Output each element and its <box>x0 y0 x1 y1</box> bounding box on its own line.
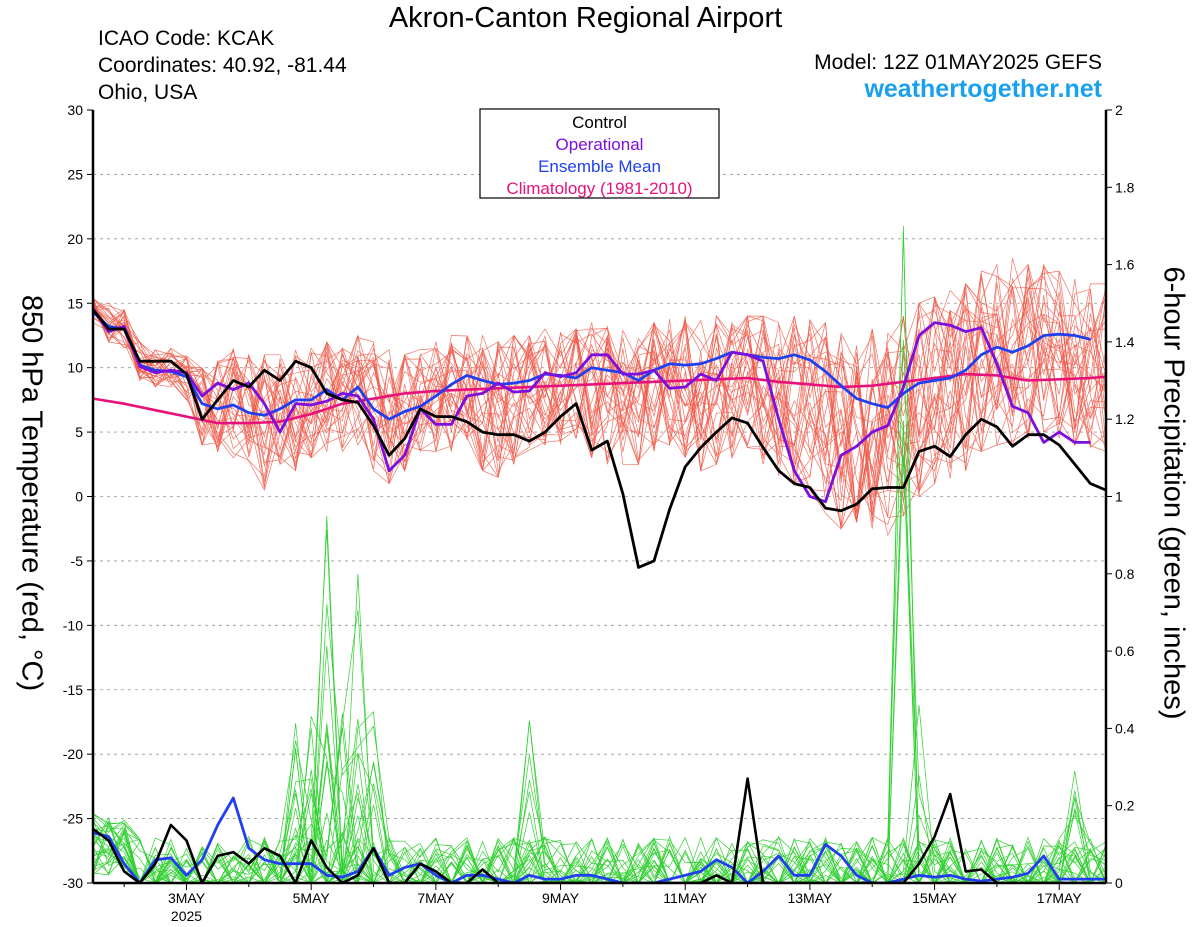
main-series <box>93 307 1106 883</box>
chart-title: Akron-Canton Regional Airport <box>388 2 783 34</box>
temp-member-line <box>93 304 1106 484</box>
precip-member-peak <box>93 705 1106 883</box>
left-tick-label: 30 <box>67 102 83 118</box>
right-tick-label: 0 <box>1115 875 1123 891</box>
coordinates: Coordinates: 40.92, -81.44 <box>98 54 347 77</box>
control-precipitation-line <box>93 777 1091 883</box>
x-tick-label: 5MAY <box>293 890 331 906</box>
precip-member-peak <box>93 770 1106 883</box>
right-tick-label: 1.6 <box>1115 257 1135 273</box>
precip-member-line <box>93 713 1106 883</box>
left-tick-label: -15 <box>63 682 83 698</box>
x-tick-label: 13MAY <box>787 890 833 906</box>
left-tick-label: 25 <box>67 166 83 182</box>
left-tick-label: -25 <box>63 811 83 827</box>
right-tick-label: 1.4 <box>1115 334 1135 350</box>
left-tick-label: -10 <box>63 617 83 633</box>
temp-member-line <box>93 298 1106 515</box>
x-tick-label: 3MAY <box>168 890 206 906</box>
temp-member-line <box>93 276 1106 525</box>
temp-member-line <box>93 289 1106 521</box>
temp-members <box>93 258 1106 537</box>
operational-line <box>93 307 1091 504</box>
left-tick-label: -5 <box>71 553 84 569</box>
legend-box <box>479 108 720 199</box>
x-tick-label: 9MAY <box>542 890 580 906</box>
temp-member-line <box>93 291 1106 523</box>
legend-entry: Ensemble Mean <box>538 157 661 176</box>
right-tick-label: 1.8 <box>1115 179 1135 195</box>
left-tick-label: 5 <box>75 424 83 440</box>
left-tick-label: 20 <box>67 231 83 247</box>
temp-member-line <box>93 258 1106 523</box>
left-tick-label: 10 <box>67 360 83 376</box>
right-tick-label: 0.6 <box>1115 643 1135 659</box>
left-tick-label: 15 <box>67 295 83 311</box>
left-tick-label: 0 <box>75 489 83 505</box>
right-tick-label: 0.8 <box>1115 566 1135 582</box>
ensemble-mean-line <box>93 311 1091 421</box>
model-run: Model: 12Z 01MAY2025 GEFS <box>814 51 1102 74</box>
x-tick-label: 11MAY <box>663 890 707 906</box>
site-link[interactable]: weathertogether.net <box>864 75 1102 103</box>
location: Ohio, USA <box>98 81 198 104</box>
left-tick-label: -20 <box>63 746 83 762</box>
x-tick-label: 15MAY <box>912 890 958 906</box>
climatology-1981-2010-line <box>93 372 1106 425</box>
precip-member-line <box>93 778 1106 883</box>
right-tick-label: 1.2 <box>1115 411 1135 427</box>
temp-member-line <box>93 287 1106 489</box>
temp-member-line <box>93 267 1106 517</box>
right-tick-label: 2 <box>1115 102 1123 118</box>
temp-member-line <box>93 289 1106 492</box>
x-tick-label: 7MAY <box>417 890 455 906</box>
x-tick-label: 17MAY <box>1037 890 1083 906</box>
precip-member-line <box>93 765 1106 883</box>
legend-entry: Climatology (1981-2010) <box>506 179 692 198</box>
precip-member-line <box>93 231 1106 883</box>
precip-member-line <box>93 604 1106 883</box>
icao-code: ICAO Code: KCAK <box>98 27 275 50</box>
precip-members <box>93 225 1106 883</box>
legend-entry: Control <box>572 113 627 132</box>
precip-member-line <box>93 769 1106 883</box>
temp-member-line <box>93 296 1106 530</box>
left-tick-label: -30 <box>63 875 83 891</box>
ensemble-mean-precipitation-line <box>93 796 1106 883</box>
temp-member-line <box>93 270 1106 507</box>
control-line <box>93 308 1106 569</box>
precip-member-line <box>93 529 1106 883</box>
right-tick-label: 0.2 <box>1115 798 1135 814</box>
temp-member-line <box>93 302 1106 523</box>
precip-member-peak <box>93 515 1106 883</box>
precip-member-line <box>93 720 1106 883</box>
legend-entry: Operational <box>556 135 644 154</box>
temp-member-line <box>93 290 1106 529</box>
x-tick-sublabel: 2025 <box>171 908 202 924</box>
right-tick-label: 0.4 <box>1115 720 1135 736</box>
precip-member-line <box>93 609 1106 883</box>
right-tick-label: 1 <box>1115 489 1123 505</box>
